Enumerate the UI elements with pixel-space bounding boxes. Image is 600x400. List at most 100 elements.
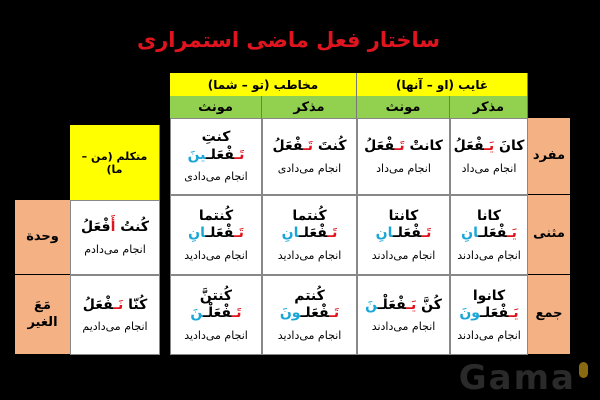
verb-suffix: نَ (365, 296, 378, 313)
verb-prefix: تَـ (233, 225, 244, 242)
meaning: انجام می‌دادید (184, 248, 248, 262)
conjugation-cell: كانَ يَـفْعَلُ انجام می‌داد (450, 118, 528, 195)
meaning: انجام می‌دادید (277, 248, 342, 262)
verb-suffix: انِ (461, 225, 479, 242)
verb-part: فْعَلْـ (203, 305, 232, 322)
verb-part: فْعَلـ (205, 225, 234, 242)
verb-part: فْعَلـ (478, 225, 507, 242)
verb-form: كُنّا نَـفْعَلُ (83, 297, 148, 315)
subheader-mokhatab-masculine: مذکر (262, 96, 357, 118)
verb-suffix: انِ (281, 225, 299, 242)
conjugation-cell: كُنتما تَـفْعَلـانِ انجام می‌دادید (170, 195, 262, 275)
row-label: وحدة (15, 200, 70, 275)
watermark-logo: Gama (458, 358, 576, 398)
verb-suffix: انِ (188, 225, 206, 242)
meaning: انجام می‌دادید (277, 328, 342, 342)
meaning: انجام می‌دادید (184, 328, 248, 342)
verb-suffix: انِ (375, 225, 393, 242)
verb-part: فْعَلُ (364, 138, 395, 155)
verb-prefix: تَـ (421, 225, 432, 242)
verb-part: كانَ (494, 138, 525, 155)
meaning: انجام می‌دادند (457, 248, 521, 262)
verb-part: فْعَلـ (300, 305, 330, 322)
conjugation-cell: كُنتما تَـفْعَلـانِ انجام می‌دادید (262, 195, 357, 275)
meaning: انجام می‌دادند (457, 328, 521, 342)
verb-part: فْعَلُ (82, 296, 114, 313)
verb-prefix: تَـ (329, 305, 340, 322)
row-label: مثنی (528, 195, 570, 275)
conjugation-cell: كُنتم تَـفْعَلـونَ انجام می‌دادید (262, 275, 357, 355)
verb-form: كُنتُ أَفْعَلُ (81, 219, 149, 237)
verb-part: كُنتما (198, 207, 234, 224)
verb-prefix: يَـ (484, 138, 495, 155)
verb-part: كُنتم (294, 287, 325, 304)
conjugation-cell: كانتْ تَـفْعَلُ انجام می‌داد (357, 118, 450, 195)
verb-part: كُنتنَّ (199, 287, 233, 304)
row-label: جمع (528, 275, 570, 355)
conjugation-cell: كُنّا نَـفْعَلُ انجام می‌دادیم (70, 275, 160, 355)
conjugation-cell: كُنتنَّ تَـفْعَلْـنَ انجام می‌دادید (170, 275, 262, 355)
row-label: مفرد (528, 118, 570, 195)
verb-form: كنتِ تَـفْعَلـينَ (173, 129, 259, 164)
header-motakallem: متکلم (من – ما) (70, 125, 160, 200)
verb-prefix: تَـ (394, 138, 405, 155)
meaning: انجام می‌دادند (371, 248, 436, 262)
conjugation-cell: كانا يَـفْعَلـانِ انجام می‌دادند (450, 195, 528, 275)
verb-part: كُنتَ (312, 138, 347, 155)
header-mokhatab: مخاطب (تو – شما) (170, 73, 357, 96)
subheader-ghayeb-feminine: مونث (357, 96, 450, 118)
header-ghayeb: غایب (او – آنها) (357, 73, 528, 96)
verb-part: فْعَلـ (392, 225, 422, 242)
meaning: انجام می‌دادند (371, 320, 436, 334)
verb-part: كُنَّ (416, 296, 442, 313)
verb-part: فْعَلُ (81, 219, 111, 236)
verb-part: كانتْ (404, 138, 443, 155)
page-title: ساختار فعل ماضی استمراری (136, 28, 440, 52)
conjugation-cell: كُنَّ يَـفْعَلْـنَ انجام می‌دادند (357, 275, 450, 355)
verb-prefix: نَـ (113, 296, 124, 313)
meaning: انجام می‌دادی (277, 161, 342, 175)
verb-part: فْعَلـ (480, 305, 509, 322)
verb-part: كُنتما (292, 207, 327, 224)
verb-part: فْعَلـ (298, 225, 328, 242)
verb-suffix: ونَ (459, 305, 481, 322)
verb-part: كانتا (388, 207, 419, 224)
subheader-ghayeb-masculine: مذکر (450, 96, 528, 118)
conjugation-cell: كانوا يَـفْعَلـونَ انجام می‌دادند (450, 275, 528, 355)
verb-prefix: تَـ (327, 225, 338, 242)
verb-form: كُنتم تَـفْعَلـونَ (265, 288, 354, 323)
verb-part: فْعَلـ (205, 146, 235, 163)
verb-prefix: تَـ (231, 305, 242, 322)
verb-part: كُنّا (123, 296, 148, 313)
verb-part: فْعَلْـ (377, 296, 407, 313)
subheader-mokhatab-feminine: مونث (170, 96, 262, 118)
verb-form: كانَ يَـفْعَلُ (454, 138, 525, 156)
verb-form: كُنتَ تَـفْعَلُ (272, 138, 346, 156)
verb-form: كُنتنَّ تَـفْعَلْـنَ (173, 288, 259, 323)
verb-form: كانوا يَـفْعَلـونَ (453, 288, 525, 323)
conjugation-cell: كُنتُ أَفْعَلُ انجام می‌دادم (70, 200, 160, 275)
meaning: انجام می‌دادم (84, 242, 146, 256)
verb-prefix: يَـ (508, 305, 519, 322)
verb-part: كنتِ (201, 129, 231, 146)
verb-suffix: ينَ (187, 146, 206, 163)
conjugation-cell: كنتِ تَـفْعَلـينَ انجام می‌دادی (170, 118, 262, 195)
meaning: انجام می‌داد (461, 161, 517, 175)
meaning: انجام می‌داد (376, 161, 431, 175)
verb-form: كانا يَـفْعَلـانِ (453, 208, 525, 243)
verb-prefix: يَـ (506, 225, 517, 242)
verb-prefix: تَـ (302, 138, 313, 155)
verb-form: كانتْ تَـفْعَلُ (364, 138, 443, 156)
verb-form: كانتا تَـفْعَلـانِ (360, 208, 447, 243)
verb-suffix: ونَ (279, 305, 301, 322)
conjugation-cell: كُنتَ تَـفْعَلُ انجام می‌دادی (262, 118, 357, 195)
verb-part: فْعَلُ (272, 138, 303, 155)
verb-form: كُنتما تَـفْعَلـانِ (265, 208, 354, 243)
verb-prefix: يَـ (406, 296, 417, 313)
verb-form: كُنتما تَـفْعَلـانِ (173, 208, 259, 243)
meaning: انجام می‌دادی (184, 170, 248, 184)
verb-part: فْعَلُ (453, 138, 485, 155)
verb-part: كانوا (472, 287, 506, 304)
verb-form: كُنَّ يَـفْعَلْـنَ (365, 297, 442, 315)
row-label: مَعَ الغير (15, 275, 70, 355)
